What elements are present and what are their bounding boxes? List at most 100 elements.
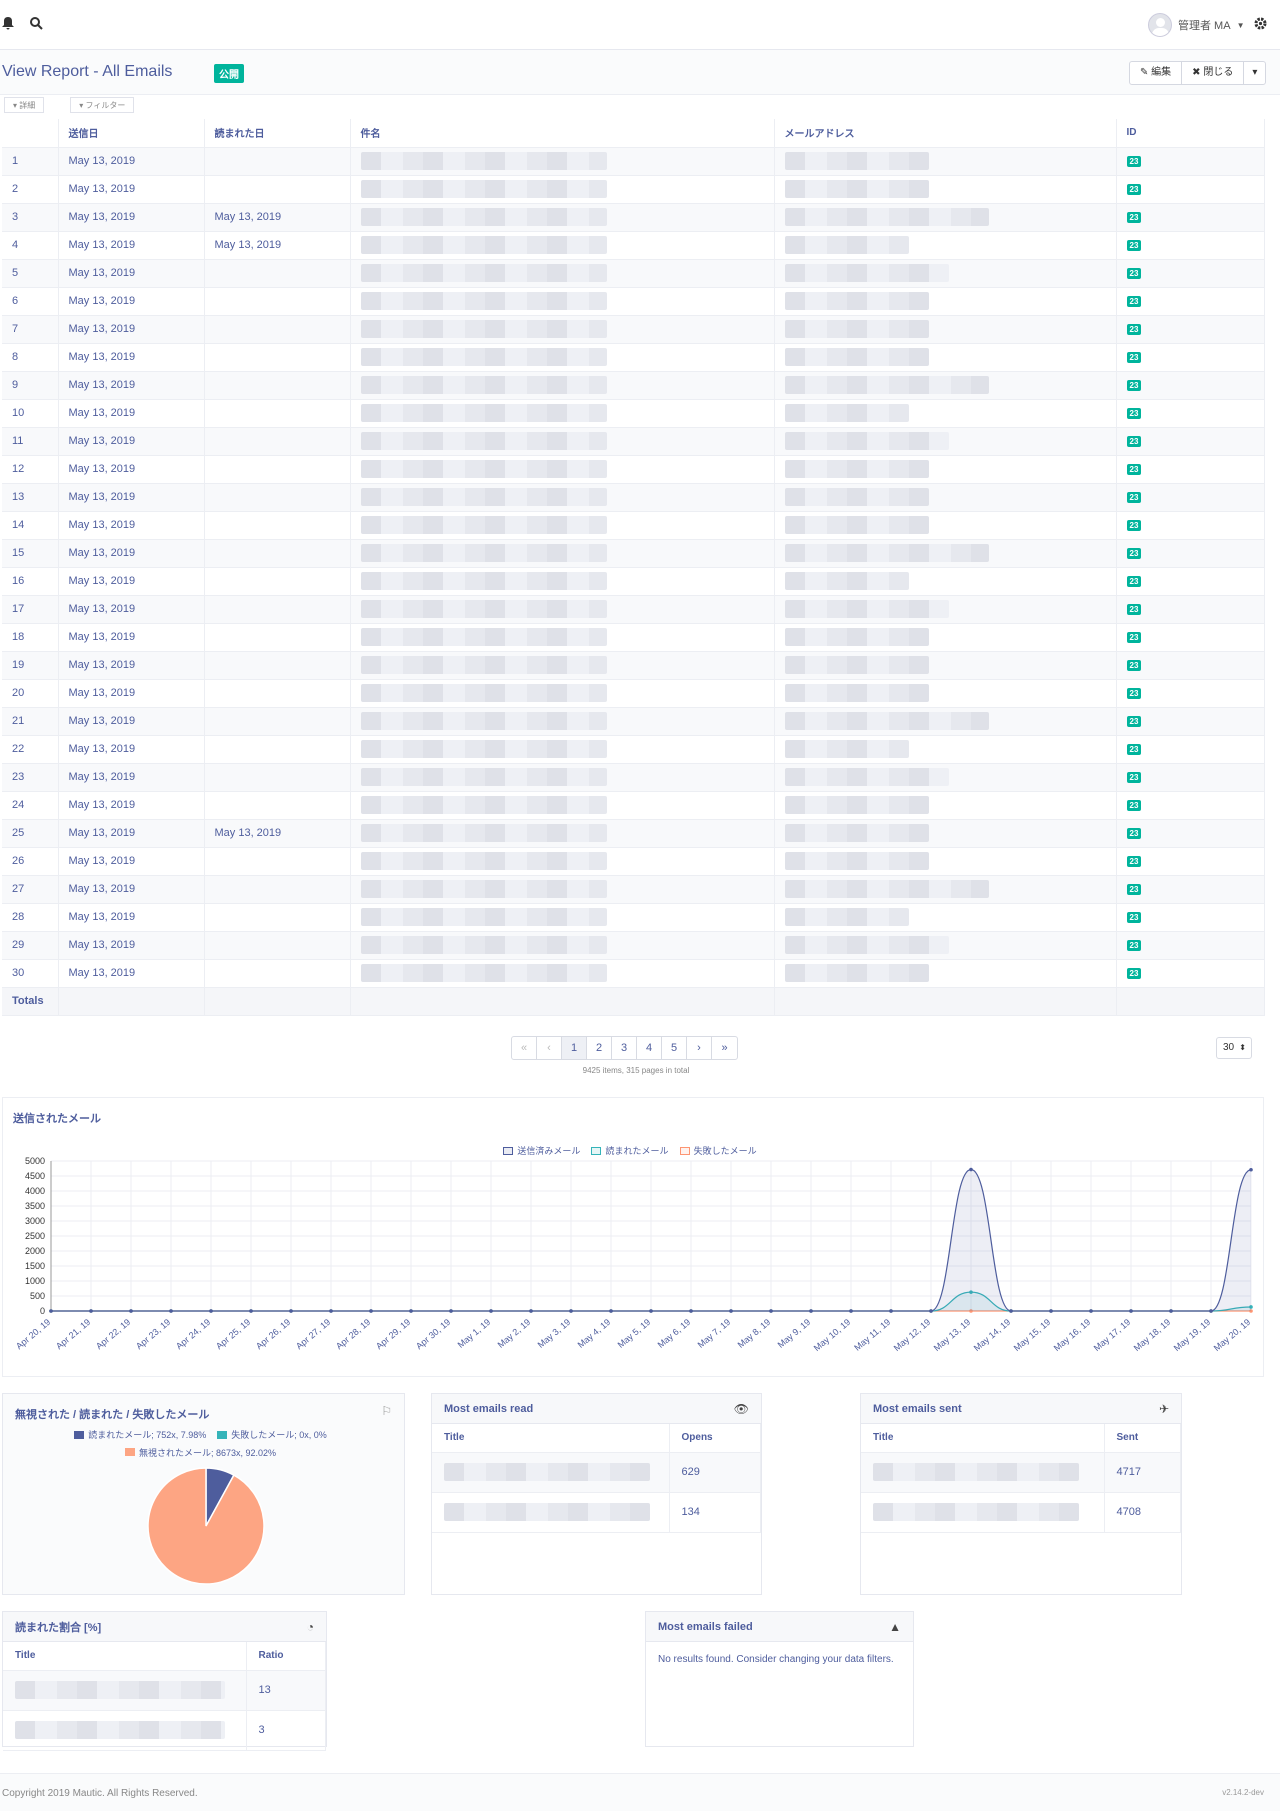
id-cell: 23 xyxy=(1116,931,1265,960)
id-badge[interactable]: 23 xyxy=(1126,968,1142,979)
column-header-number xyxy=(2,119,59,148)
redacted-subject xyxy=(360,936,607,954)
id-cell: 23 xyxy=(1116,623,1265,652)
read-date-cell xyxy=(204,483,351,512)
column-header-sent: Sent xyxy=(1104,1424,1181,1453)
redacted-subject xyxy=(360,572,607,590)
column-header-sent-date[interactable]: 送信日 xyxy=(58,119,205,148)
bell-icon[interactable] xyxy=(0,17,16,33)
id-badge[interactable]: 23 xyxy=(1126,380,1142,391)
id-badge[interactable]: 23 xyxy=(1126,156,1142,167)
id-badge[interactable]: 23 xyxy=(1126,632,1142,643)
tab-details[interactable]: ▾ 詳細 xyxy=(4,97,45,113)
gear-icon[interactable] xyxy=(1252,17,1268,33)
row-number: 7 xyxy=(2,315,59,344)
id-badge[interactable]: 23 xyxy=(1126,352,1142,363)
user-menu[interactable]: 管理者 MA ▼ xyxy=(1148,13,1244,37)
id-badge[interactable]: 23 xyxy=(1126,492,1142,503)
id-badge[interactable]: 23 xyxy=(1126,912,1142,923)
id-badge[interactable]: 23 xyxy=(1126,884,1142,895)
per-page-select[interactable]: 30 ⬍ xyxy=(1216,1037,1252,1059)
id-cell: 23 xyxy=(1116,735,1265,764)
id-badge[interactable]: 23 xyxy=(1126,940,1142,951)
id-badge[interactable]: 23 xyxy=(1126,604,1142,615)
data-point xyxy=(289,1309,293,1313)
table-row: 12 May 13, 2019 23 xyxy=(2,455,1265,484)
page-next-button[interactable]: › xyxy=(687,1037,712,1059)
pie-slice-2[interactable] xyxy=(147,1467,265,1585)
id-badge[interactable]: 23 xyxy=(1126,184,1142,195)
subject-cell xyxy=(350,203,775,232)
id-badge[interactable]: 23 xyxy=(1126,688,1142,699)
legend-item-sent[interactable]: 送信済みメール xyxy=(503,1144,580,1157)
pie-legend-ignored[interactable]: 無視されたメール; 8673x, 92.02% xyxy=(124,1446,276,1459)
id-badge[interactable]: 23 xyxy=(1126,800,1142,811)
id-badge[interactable]: 23 xyxy=(1126,212,1142,223)
read-date-cell xyxy=(204,735,351,764)
pie-legend-read[interactable]: 読まれたメール; 752x, 7.98% xyxy=(74,1428,206,1441)
sent-date-cell: May 13, 2019 xyxy=(58,791,205,820)
x-tick-label: May 18, 19 xyxy=(1132,1317,1173,1353)
id-badge[interactable]: 23 xyxy=(1126,856,1142,867)
column-header-id[interactable]: ID xyxy=(1116,119,1265,148)
read-date-cell xyxy=(204,959,351,988)
x-tick-label: May 7, 19 xyxy=(696,1317,733,1350)
row-number: 26 xyxy=(2,847,59,876)
subject-cell xyxy=(350,651,775,680)
edit-button[interactable]: ✎ 編集 xyxy=(1130,62,1183,84)
legend-item-failed[interactable]: 失敗したメール xyxy=(679,1144,757,1157)
sent-date-cell: May 13, 2019 xyxy=(58,315,205,344)
id-badge[interactable]: 23 xyxy=(1126,520,1142,531)
x-tick-label: May 11, 19 xyxy=(852,1317,892,1353)
id-badge[interactable]: 23 xyxy=(1126,268,1142,279)
id-cell: 23 xyxy=(1116,287,1265,316)
redacted-subject xyxy=(360,404,607,422)
id-badge[interactable]: 23 xyxy=(1126,548,1142,559)
table-row: 4717 xyxy=(861,1452,1181,1493)
row-number: 30 xyxy=(2,959,59,988)
id-badge[interactable]: 23 xyxy=(1126,716,1142,727)
id-badge[interactable]: 23 xyxy=(1126,744,1142,755)
more-dropdown-button[interactable]: ▾ xyxy=(1244,62,1265,84)
table-row: 23 May 13, 2019 23 xyxy=(2,763,1265,792)
redacted-subject xyxy=(360,320,607,338)
pie-chart-panel: 無視された / 読まれた / 失敗したメール ⚐ 読まれたメール; 752x, … xyxy=(2,1393,405,1595)
id-badge[interactable]: 23 xyxy=(1126,576,1142,587)
email-cell xyxy=(774,399,1117,428)
page-5-button[interactable]: 5 xyxy=(662,1037,687,1059)
redacted-subject xyxy=(360,544,607,562)
id-badge[interactable]: 23 xyxy=(1126,240,1142,251)
page-prev-button[interactable]: ‹ xyxy=(537,1037,562,1059)
search-icon[interactable] xyxy=(28,17,44,33)
page-1-button[interactable]: 1 xyxy=(562,1037,587,1059)
tab-filters[interactable]: ▾ フィルター xyxy=(70,97,135,113)
id-badge[interactable]: 23 xyxy=(1126,464,1142,475)
redacted-email xyxy=(784,460,929,478)
close-button[interactable]: ✖ 閉じる xyxy=(1182,62,1245,84)
column-header-email-address[interactable]: メールアドレス xyxy=(774,119,1117,148)
subject-cell xyxy=(350,623,775,652)
id-badge[interactable]: 23 xyxy=(1126,772,1142,783)
subject-cell xyxy=(350,931,775,960)
column-header-subject[interactable]: 件名 xyxy=(350,119,775,148)
id-badge[interactable]: 23 xyxy=(1126,660,1142,671)
page-last-button[interactable]: » xyxy=(721,1042,728,1054)
pie-legend-failed[interactable]: 失敗したメール; 0x, 0% xyxy=(217,1428,327,1441)
column-header-read-date[interactable]: 読まれた日 xyxy=(204,119,351,148)
id-badge[interactable]: 23 xyxy=(1126,828,1142,839)
data-point xyxy=(1049,1309,1053,1313)
page-3-button[interactable]: 3 xyxy=(612,1037,637,1059)
sent-date-cell: May 13, 2019 xyxy=(58,651,205,680)
data-point xyxy=(969,1167,973,1172)
page-2-button[interactable]: 2 xyxy=(587,1037,612,1059)
legend-item-read[interactable]: 読まれたメール xyxy=(591,1144,669,1157)
id-badge[interactable]: 23 xyxy=(1126,436,1142,447)
page-4-button[interactable]: 4 xyxy=(637,1037,662,1059)
id-badge[interactable]: 23 xyxy=(1126,408,1142,419)
table-row: 24 May 13, 2019 23 xyxy=(2,791,1265,820)
page-first-button[interactable]: « xyxy=(512,1037,537,1059)
id-badge[interactable]: 23 xyxy=(1126,324,1142,335)
id-cell: 23 xyxy=(1116,567,1265,596)
redacted-subject xyxy=(360,740,607,758)
id-badge[interactable]: 23 xyxy=(1126,296,1142,307)
